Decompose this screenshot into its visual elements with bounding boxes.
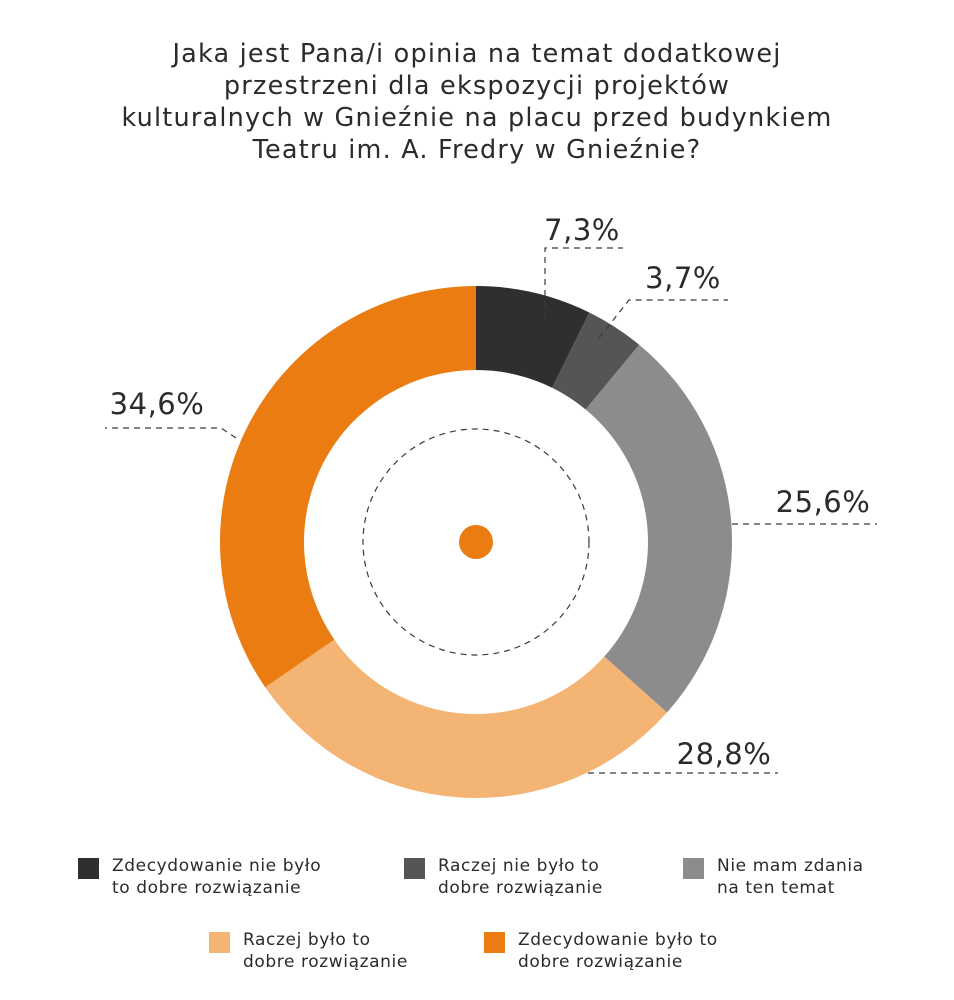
legend-swatch bbox=[683, 858, 704, 879]
leader-line bbox=[544, 247, 623, 318]
data-label: 34,6% bbox=[110, 387, 205, 421]
chart-title-line: Jaka jest Pana/i opinia na temat dodatko… bbox=[172, 39, 782, 69]
label-leaders bbox=[105, 247, 877, 774]
donut-slice bbox=[552, 312, 640, 410]
legend-label: Zdecydowanie nie było to dobre rozwiązani… bbox=[112, 855, 321, 899]
legend-label-line: Zdecydowanie było to bbox=[518, 930, 718, 950]
donut-slice bbox=[476, 286, 590, 388]
legend-item: Nie mam zdania na ten temat bbox=[683, 855, 864, 899]
legend-label: Raczej nie było to dobre rozwiązanie bbox=[438, 855, 603, 899]
legend-swatch bbox=[209, 932, 230, 953]
donut-slice bbox=[265, 639, 667, 798]
chart-title: Jaka jest Pana/i opinia na temat dodatko… bbox=[40, 38, 914, 166]
legend-label-line: Raczej nie było to bbox=[438, 856, 600, 876]
legend-label-line: dobre rozwiązanie bbox=[438, 878, 603, 898]
legend-label-line: na ten temat bbox=[717, 878, 835, 898]
leader-line bbox=[598, 299, 728, 339]
legend-item: Raczej nie było to dobre rozwiązanie bbox=[404, 855, 603, 899]
chart-title-line: kulturalnych w Gnieźnie na placu przed b… bbox=[121, 103, 833, 133]
legend-swatch bbox=[484, 932, 505, 953]
legend-label-line: Nie mam zdania bbox=[717, 856, 864, 876]
legend-swatch bbox=[78, 858, 99, 879]
legend-swatch bbox=[404, 858, 425, 879]
legend-item: Raczej było to dobre rozwiązanie bbox=[209, 929, 408, 973]
donut-slice bbox=[219, 286, 476, 688]
data-label: 7,3% bbox=[544, 213, 620, 247]
chart-title-line: przestrzeni dla ekspozycji projektów bbox=[223, 71, 731, 101]
center-dot bbox=[459, 525, 493, 559]
leader-line bbox=[105, 427, 237, 439]
legend-item: Zdecydowanie było to dobre rozwiązanie bbox=[484, 929, 718, 973]
donut-slice bbox=[585, 344, 732, 713]
legend-label: Nie mam zdania na ten temat bbox=[717, 855, 864, 899]
chart-title-line: Teatru im. A. Fredry w Gnieźnie? bbox=[252, 135, 702, 165]
legend-label-line: Zdecydowanie nie było bbox=[112, 856, 322, 876]
legend-label: Raczej było to dobre rozwiązanie bbox=[243, 929, 408, 973]
legend-label-line: to dobre rozwiązanie bbox=[112, 878, 302, 898]
donut-slices bbox=[219, 286, 732, 798]
legend-item: Zdecydowanie nie było to dobre rozwiązani… bbox=[78, 855, 321, 899]
data-label: 28,8% bbox=[677, 737, 772, 771]
legend-label-line: dobre rozwiązanie bbox=[243, 952, 408, 972]
legend-label-line: Raczej było to bbox=[243, 930, 371, 950]
data-label: 25,6% bbox=[776, 485, 871, 519]
legend-label: Zdecydowanie było to dobre rozwiązanie bbox=[518, 929, 718, 973]
legend-label-line: dobre rozwiązanie bbox=[518, 952, 683, 972]
percentage-labels: 7,3% 3,7% 25,6% 28,8% 34,6% bbox=[110, 213, 871, 771]
inner-dashed-ring bbox=[362, 428, 590, 656]
data-label: 3,7% bbox=[645, 261, 721, 295]
